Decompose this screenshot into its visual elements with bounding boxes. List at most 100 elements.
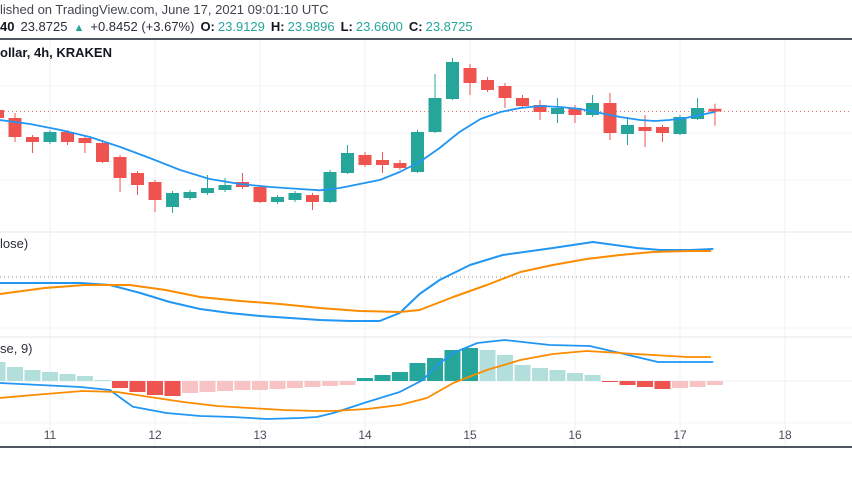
macd-signal-line (0, 350, 712, 412)
candle-body (306, 195, 319, 202)
last-price: 23.8725 (20, 19, 68, 34)
candle-body (621, 125, 634, 134)
macd-histogram-bar (234, 381, 251, 390)
macd-histogram-bar (462, 348, 478, 381)
candle-body (201, 188, 214, 193)
candle-body (393, 163, 407, 168)
macd-histogram-bar (672, 381, 688, 388)
candle-body (183, 192, 197, 198)
candle-body (96, 143, 109, 162)
candle-body (61, 132, 74, 142)
candle-body (498, 86, 512, 98)
candle-body (0, 110, 4, 118)
macd-histogram-bar (706, 381, 723, 385)
macd-histogram-bar (391, 372, 408, 381)
published-info: lished on TradingView.com, June 17, 2021… (0, 2, 329, 17)
candle-body (463, 68, 477, 83)
chart-header: lished on TradingView.com, June 17, 2021… (0, 0, 852, 40)
macd-histogram-bar (76, 376, 93, 381)
macd-histogram-bar (129, 381, 146, 392)
candle-body (551, 108, 564, 114)
chart-area[interactable]: ollar, 4h, KRAKEN lose) se, 9) 11 12 13 14 1… (0, 40, 852, 450)
macd-histogram-bar (59, 374, 76, 381)
candle-body (533, 105, 547, 112)
candle-body (481, 80, 494, 90)
candle-body (673, 117, 687, 134)
time-axis-line (0, 446, 852, 448)
macd-histogram-bar (0, 362, 6, 381)
macd-histogram-bar (357, 378, 373, 381)
candle-body (166, 193, 179, 207)
macd-histogram-bar (549, 370, 566, 381)
indicator-orange-line (0, 250, 712, 313)
macd-histogram-bar (322, 381, 339, 386)
macd-histogram-bar (304, 381, 321, 387)
macd-histogram-bar (444, 350, 461, 381)
candle-body (78, 138, 92, 143)
candle-body (708, 108, 722, 112)
price-change: +0.8452 (+3.67%) (90, 19, 195, 34)
indicator-blue-line (0, 241, 714, 322)
candle-body (516, 98, 529, 106)
macd-histogram-bar (514, 365, 531, 381)
macd-histogram-bar (567, 373, 583, 381)
high-value: 23.9896 (287, 19, 335, 34)
macd-histogram-bar (601, 381, 618, 382)
high-label: H: (270, 19, 285, 34)
macd-histogram-bar (286, 381, 303, 388)
close-value: 23.8725 (425, 19, 473, 34)
macd-histogram-bar (637, 381, 654, 387)
macd-histogram-bar (619, 381, 636, 385)
candle-body (43, 132, 57, 142)
indicator1-label: lose) (0, 236, 29, 251)
candle-body (253, 187, 267, 202)
candle-body (113, 157, 127, 178)
ma-line (0, 105, 716, 192)
macd-histogram-bar (24, 370, 41, 381)
macd-histogram-bar (584, 375, 601, 381)
macd-histogram-bar (479, 350, 496, 381)
chart-canvas[interactable] (0, 40, 852, 448)
candle-body (131, 173, 144, 185)
low-label: L: (340, 19, 353, 34)
candle-body (638, 127, 652, 131)
candle-body (446, 62, 459, 99)
macd-histogram-bar (94, 380, 111, 381)
macd-histogram-bar (496, 355, 513, 381)
candle-body (376, 160, 389, 165)
macd-histogram-bar (409, 363, 426, 381)
macd-histogram-bar (532, 368, 549, 381)
macd-histogram-bar (147, 381, 163, 395)
candle-body (691, 108, 704, 119)
candle-body (323, 172, 337, 202)
macd-histogram-bar (689, 381, 706, 387)
macd-line (0, 339, 714, 420)
symbol-title: ollar, 4h, KRAKEN (0, 45, 112, 60)
macd-histogram-bar (42, 372, 58, 381)
price-info-row: 40 23.8725 ▲ +0.8452 (+3.67%) O: 23.9129… (0, 19, 473, 34)
macd-histogram-bar (112, 381, 129, 388)
candle-body (656, 127, 669, 133)
low-value: 23.6600 (355, 19, 403, 34)
candle-body (148, 182, 162, 200)
macd-histogram-bar (374, 375, 391, 381)
macd-histogram-bar (654, 381, 671, 389)
macd-histogram-bar (252, 381, 268, 390)
candle-body (218, 185, 232, 190)
symbol-fragment: 40 (0, 19, 15, 34)
candle-body (603, 103, 617, 133)
candle-body (26, 137, 39, 142)
candle-body (271, 197, 284, 202)
up-arrow-icon: ▲ (73, 22, 85, 34)
open-label: O: (200, 19, 215, 34)
candle-body (341, 153, 354, 173)
indicator2-label: se, 9) (0, 341, 33, 356)
candle-body (358, 155, 372, 165)
macd-histogram-bar (217, 381, 234, 391)
open-value: 23.9129 (217, 19, 265, 34)
candle-body (568, 108, 582, 115)
close-label: C: (408, 19, 423, 34)
macd-histogram-bar (199, 381, 216, 392)
macd-histogram-bar (269, 381, 286, 389)
